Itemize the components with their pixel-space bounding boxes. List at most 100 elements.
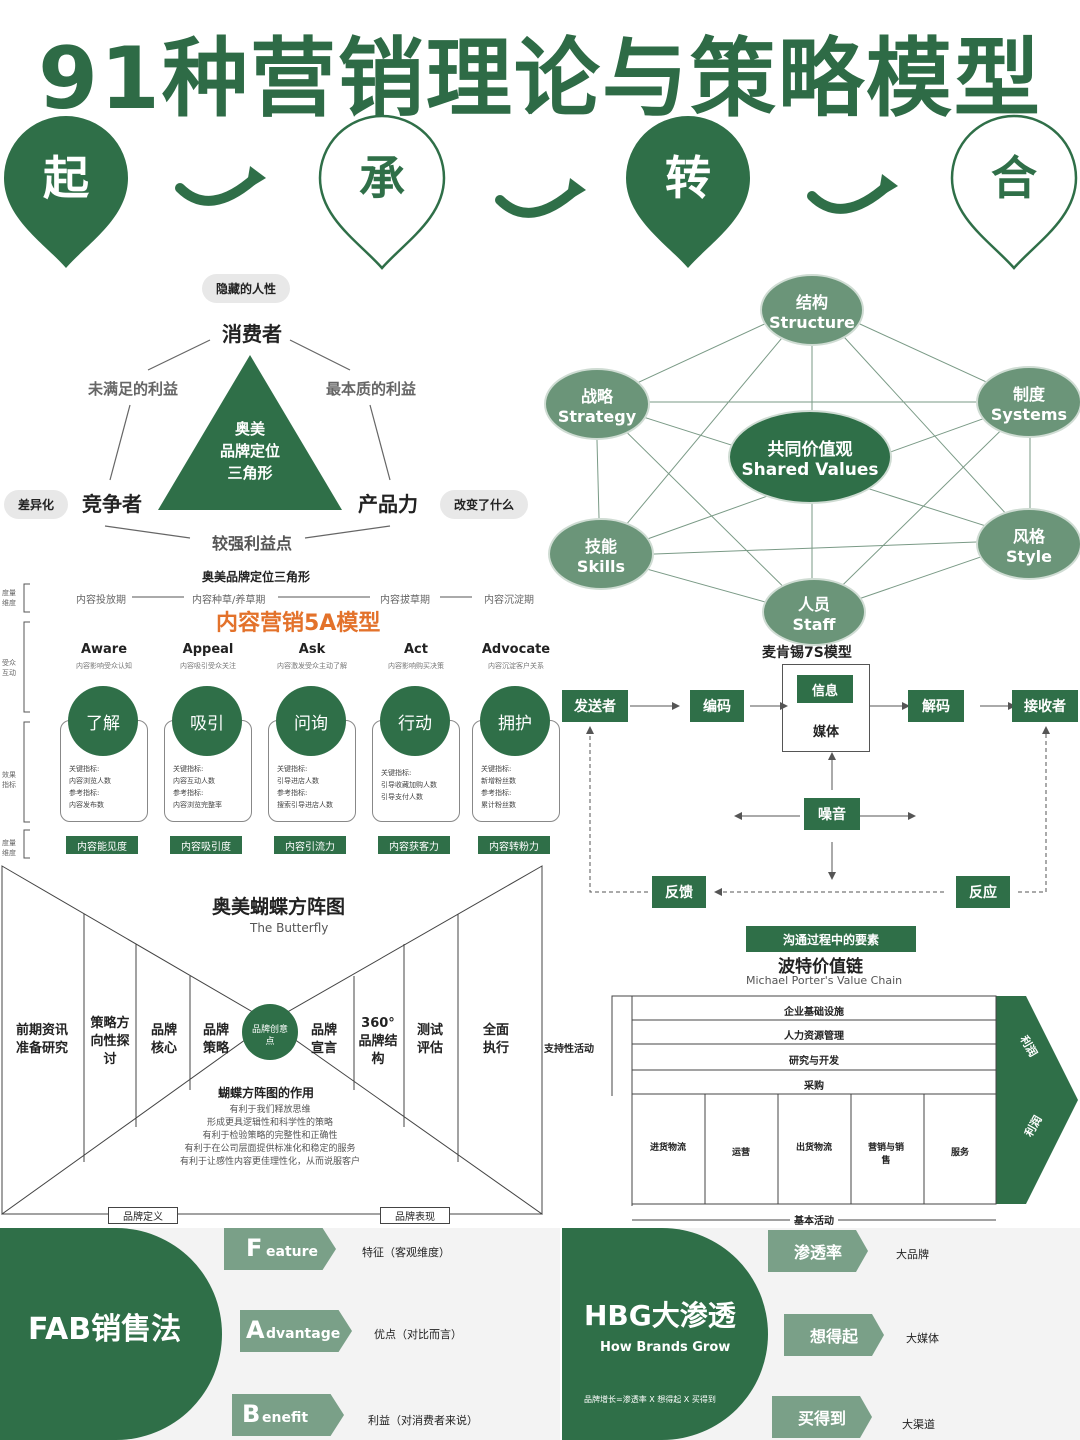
page-title: 91种营销理论与策略模型 [38,29,1042,129]
triangle-arrows [104,339,391,539]
butterfly-left-tag: 品牌定义 [108,1207,178,1224]
hbg-row-label: 买得到 [772,1396,872,1438]
butterfly-col: 全面执行 [482,1023,509,1056]
porter-primary: 进货物流 [649,1143,686,1153]
node-cn: 技能 [584,536,617,556]
5a-side-label: 受众互动 [2,659,16,677]
butterfly-frame [1,865,543,1215]
competitor-label: 竞争者 [82,492,142,516]
stage-2-label: 承 [359,151,405,205]
5a-stage-en: Aware [80,642,128,657]
purpose-line: 有利于检验策略的完整性和正确性 [202,1131,338,1141]
butterfly-purpose-title: 蝴蝶方阵图的作用 [218,1086,315,1100]
essential-benefit-label: 最本质的利益 [326,380,417,398]
fab-rest: dvantage [266,1326,341,1342]
node-cn: 风格 [1012,526,1045,546]
5a-phase: 内容投放期 [76,595,126,606]
comm-receiver: 接收者 [1012,690,1078,722]
5a-metrics: 关键指标: 新增粉丝数 参考指标: 累计粉丝数 [481,763,516,811]
mck-node-skills: 技能 Skills [548,518,654,590]
mck-node-structure: 结构 Structure [760,274,864,346]
stage-pin-1 [4,116,128,268]
comm-decode: 解码 [908,690,964,722]
5a-col-act: Act 内容影响购买决策 [370,642,462,671]
porter-support-label: 支持性活动 [544,1044,594,1055]
fab-title: FAB销售法 [28,1312,182,1347]
fab-row-benefit: B enefit [232,1394,344,1436]
node-cn: 制度 [1012,384,1045,404]
porter-primary: 出货物流 [795,1143,832,1153]
metric: 累计粉丝数 [481,801,516,809]
5a-stage-desc: 内容影响受众认知 [76,662,132,670]
mck-node-shared-values: 共同价值观 Shared Values [728,410,892,504]
5a-circle: 吸引 [172,686,242,756]
porter-support-row: 研究与开发 [789,1056,839,1067]
5a-metrics: 关键指标: 内容互动人数 参考指标: 内容浏览完整率 [173,763,222,811]
fab-letter: A [246,1316,265,1344]
butterfly-col: 测试评估 [416,1023,443,1056]
butterfly-col: 品牌策略 [202,1023,229,1056]
5a-side-label: 度量维度 [2,839,16,857]
mck-node-staff: 人员 Staff [762,578,866,646]
metric: 参考指标: [277,789,308,797]
metric: 引导支付人数 [381,793,423,801]
comm-caption: 沟通过程中的要素 [746,926,916,952]
5a-tag: 内容引流力 [274,836,346,854]
metric: 内容浏览完整率 [173,801,222,809]
porter-primary: 服务 [950,1148,969,1158]
butterfly-subtitle: The Butterfly [250,921,329,935]
metric: 关键指标: [173,765,204,773]
metric: 关键指标: [481,765,512,773]
5a-stage-desc: 内容吸引受众关注 [180,662,236,670]
porter-base-label: 基本活动 [790,1212,838,1227]
5a-stage-desc: 内容激发受众主动了解 [277,662,347,670]
node-cn: 结构 [795,292,828,312]
product-power-label: 产品力 [358,492,418,516]
hbg-row-label: 想得起 [784,1314,884,1356]
metric: 搜索引导进店人数 [277,801,333,809]
5a-col-ask: Ask 内容激发受众主动了解 [266,642,358,671]
porter-subtitle: Michael Porter's Value Chain [746,974,903,987]
node-cn: 战略 [580,386,613,406]
fab-row-advantage: A dvantage [240,1310,352,1352]
5a-circle: 行动 [380,686,450,756]
consumer-label: 消费者 [222,322,282,346]
5a-stage-en: Appeal [182,642,234,657]
5a-metrics: 关键指标: 内容浏览人数 参考指标: 内容发布数 [69,763,111,811]
triangle-center-text: 奥美 品牌定位 三角形 [200,418,300,484]
butterfly-col: 品牌宣言 [310,1023,337,1056]
comm-sender: 发送者 [562,690,628,722]
differentiation-pill: 差异化 [4,490,69,519]
butterfly-center-circle [242,1004,298,1060]
5a-brackets [23,583,472,859]
5a-tag: 内容转粉力 [478,836,550,854]
fab-desc: 优点（对比而言） [374,1328,462,1341]
fab-letter: B [242,1400,261,1428]
metric: 内容浏览人数 [69,777,111,785]
purpose-line: 有利于让感性内容更佳理性化，从而说服客户 [179,1157,360,1167]
fab-desc: 特征（客观维度） [362,1246,450,1259]
hbg-formula: 品牌增长=渗透率 X 想得起 X 买得到 [584,1395,716,1404]
node-en: Style [1006,546,1052,566]
comm-encode: 编码 [690,690,744,722]
butterfly-center-label: 品牌创意点 [251,1025,288,1047]
mck-caption: 麦肯锡7S模型 [762,645,852,661]
metric: 新增粉丝数 [481,777,516,785]
metric: 关键指标: [277,765,308,773]
fab-rest: enefit [262,1410,309,1426]
curved-arrow-icon [175,173,892,218]
node-en: Strategy [557,406,637,426]
butterfly-right-tag: 品牌表现 [380,1207,450,1224]
5a-phase: 内容沉淀期 [484,595,534,606]
node-cn: 人员 [797,594,830,614]
stage-1-label: 起 [43,151,90,205]
hbg-row-desc: 大媒体 [906,1332,939,1345]
5a-phase: 内容拔草期 [380,595,430,606]
porter-support-row: 人力资源管理 [784,1031,844,1042]
triangle-center-line: 奥美 [234,420,265,438]
5a-col-appeal: Appeal 内容吸引受众关注 [162,642,254,671]
purpose-line: 形成更具逻辑性和科学性的策略 [206,1118,333,1128]
hbg-subtitle: How Brands Grow [600,1340,731,1355]
positioning-triangle [158,355,342,510]
fab-row-feature: F eature [224,1228,336,1270]
